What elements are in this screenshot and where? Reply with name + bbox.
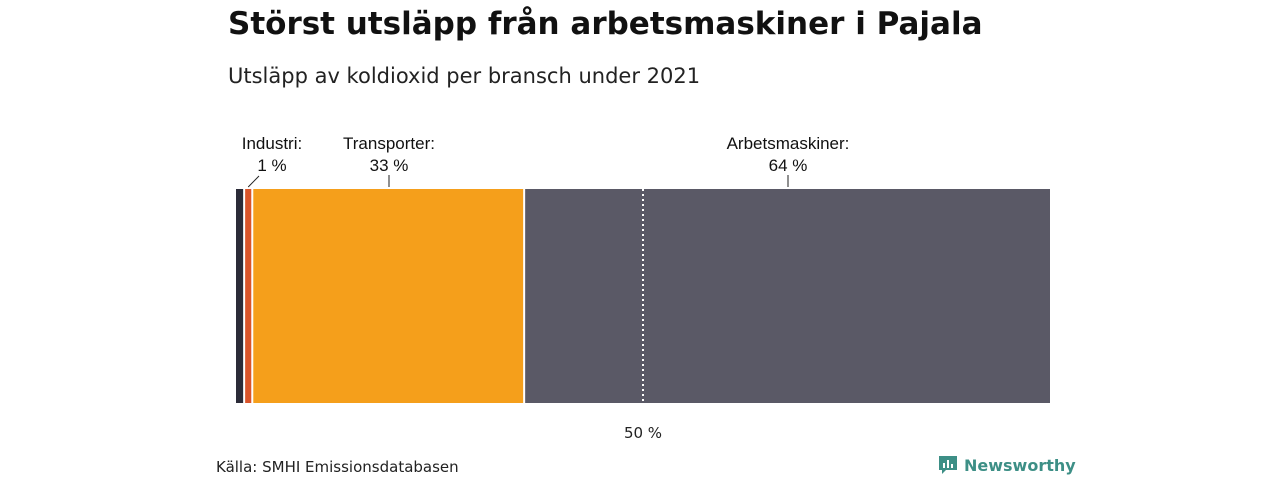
bar-segment-transporter — [252, 189, 525, 403]
segment-label-industri: Industri: — [242, 134, 302, 153]
bar-segment-arbetsmaskiner — [524, 189, 1050, 403]
segment-label-arbetsmaskiner: Arbetsmaskiner: — [727, 134, 850, 153]
segment-value-label-transporter: 33 % — [370, 156, 409, 175]
segment-value-label-industri: 1 % — [257, 156, 286, 175]
bar-segment-segment-1 — [236, 189, 245, 403]
segment-value-label-arbetsmaskiner: 64 % — [769, 156, 808, 175]
newsworthy-logo-text: Newsworthy — [964, 455, 1076, 475]
leader-line-industri — [247, 175, 260, 188]
newsworthy-logo-icon — [939, 456, 957, 474]
source-note: Källa: SMHI Emissionsdatabasen — [216, 458, 459, 476]
chart-title: Störst utsläpp från arbetsmaskiner i Paj… — [228, 6, 983, 42]
stacked-bar-chart: 50 % Industri: 1 % Transporter: 33 % Arbetsma… — [236, 134, 1050, 442]
reference-line-label: 50 % — [624, 424, 662, 442]
bar-segment-industri — [244, 189, 253, 403]
newsworthy-logo: Newsworthy — [938, 455, 1076, 475]
segment-label-transporter: Transporter: — [343, 134, 435, 153]
chart-subtitle: Utsläpp av koldioxid per bransch under 2… — [228, 64, 701, 88]
